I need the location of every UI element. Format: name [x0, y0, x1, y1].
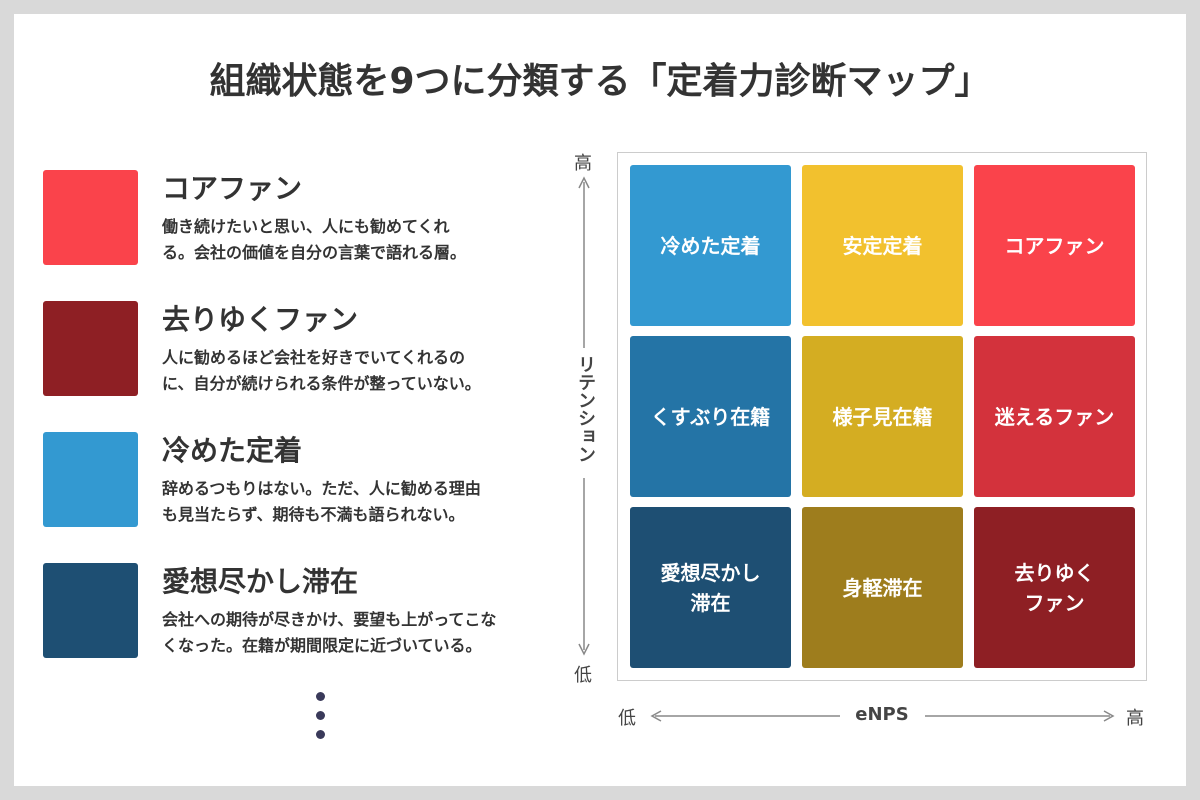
cell-label: 冷めた定着 — [660, 233, 761, 258]
y-label: リテンション — [575, 355, 596, 463]
legend-description: くなった。在籍が期間限定に近づいている。 — [162, 636, 482, 655]
matrix-frame — [617, 152, 1147, 681]
legend-description: 人に勧めるほど会社を好きでいてくれるの — [162, 348, 466, 367]
more-dot — [316, 711, 325, 720]
cell-label: コアファン — [1004, 233, 1105, 258]
cell-label: 身軽滞在 — [842, 575, 923, 600]
cell-label: 安定定着 — [842, 233, 923, 258]
x-low: 低 — [618, 708, 636, 729]
legend-swatch — [43, 563, 138, 658]
legend-swatch — [43, 301, 138, 396]
legend-name: 愛想尽かし滞在 — [162, 565, 359, 598]
y-high: 高 — [574, 153, 592, 174]
x-label: eNPS — [855, 704, 909, 725]
cell-label: 愛想尽かし — [660, 560, 761, 585]
legend-description: も見当たらず、期待も不満も語られない。 — [162, 505, 465, 524]
more-dot — [316, 730, 325, 739]
matrix-cell: 愛想尽かし 滞在 — [630, 507, 791, 668]
legend-description: 辞めるつもりはない。ただ、人に勧める理由 — [162, 479, 481, 498]
matrix-cell: 様子見在籍 — [802, 336, 963, 497]
legend-swatch — [43, 170, 138, 265]
cell-label: ファン — [1024, 590, 1085, 615]
legend-description: る。会社の価値を自分の言葉で語れる層。 — [162, 243, 467, 262]
more-dot — [316, 692, 325, 701]
matrix-cell: 安定定着 — [802, 165, 963, 326]
cell-label: くすぶり在籍 — [650, 404, 771, 429]
cell-label: 滞在 — [690, 590, 731, 615]
matrix-cell: コアファン — [974, 165, 1135, 326]
legend-description: 働き続けたいと思い、人にも勧めてくれ — [162, 217, 450, 236]
matrix-cell: 冷めた定着 — [630, 165, 791, 326]
x-high: 高 — [1126, 708, 1144, 729]
y-low: 低 — [574, 665, 592, 686]
cell-label: 迷えるファン — [994, 404, 1115, 429]
legend-description: に、自分が続けられる条件が整っていない。 — [162, 374, 481, 393]
cell-label: 様子見在籍 — [832, 404, 933, 429]
matrix-cell: 身軽滞在 — [802, 507, 963, 668]
title: 組織状態を9つに分類する「定着力診断マップ」 — [209, 61, 991, 102]
matrix-cell: 迷えるファン — [974, 336, 1135, 497]
legend-name: コアファン — [162, 172, 303, 205]
matrix-cell: 去りゆく ファン — [974, 507, 1135, 668]
legend-description: 会社への期待が尽きかけ、要望も上がってこな — [162, 610, 497, 629]
legend-name: 去りゆくファン — [162, 303, 359, 336]
legend-name: 冷めた定着 — [162, 434, 303, 467]
matrix-cell: くすぶり在籍 — [630, 336, 791, 497]
cell-label: 去りゆく — [1014, 560, 1095, 585]
legend-swatch — [43, 432, 138, 527]
